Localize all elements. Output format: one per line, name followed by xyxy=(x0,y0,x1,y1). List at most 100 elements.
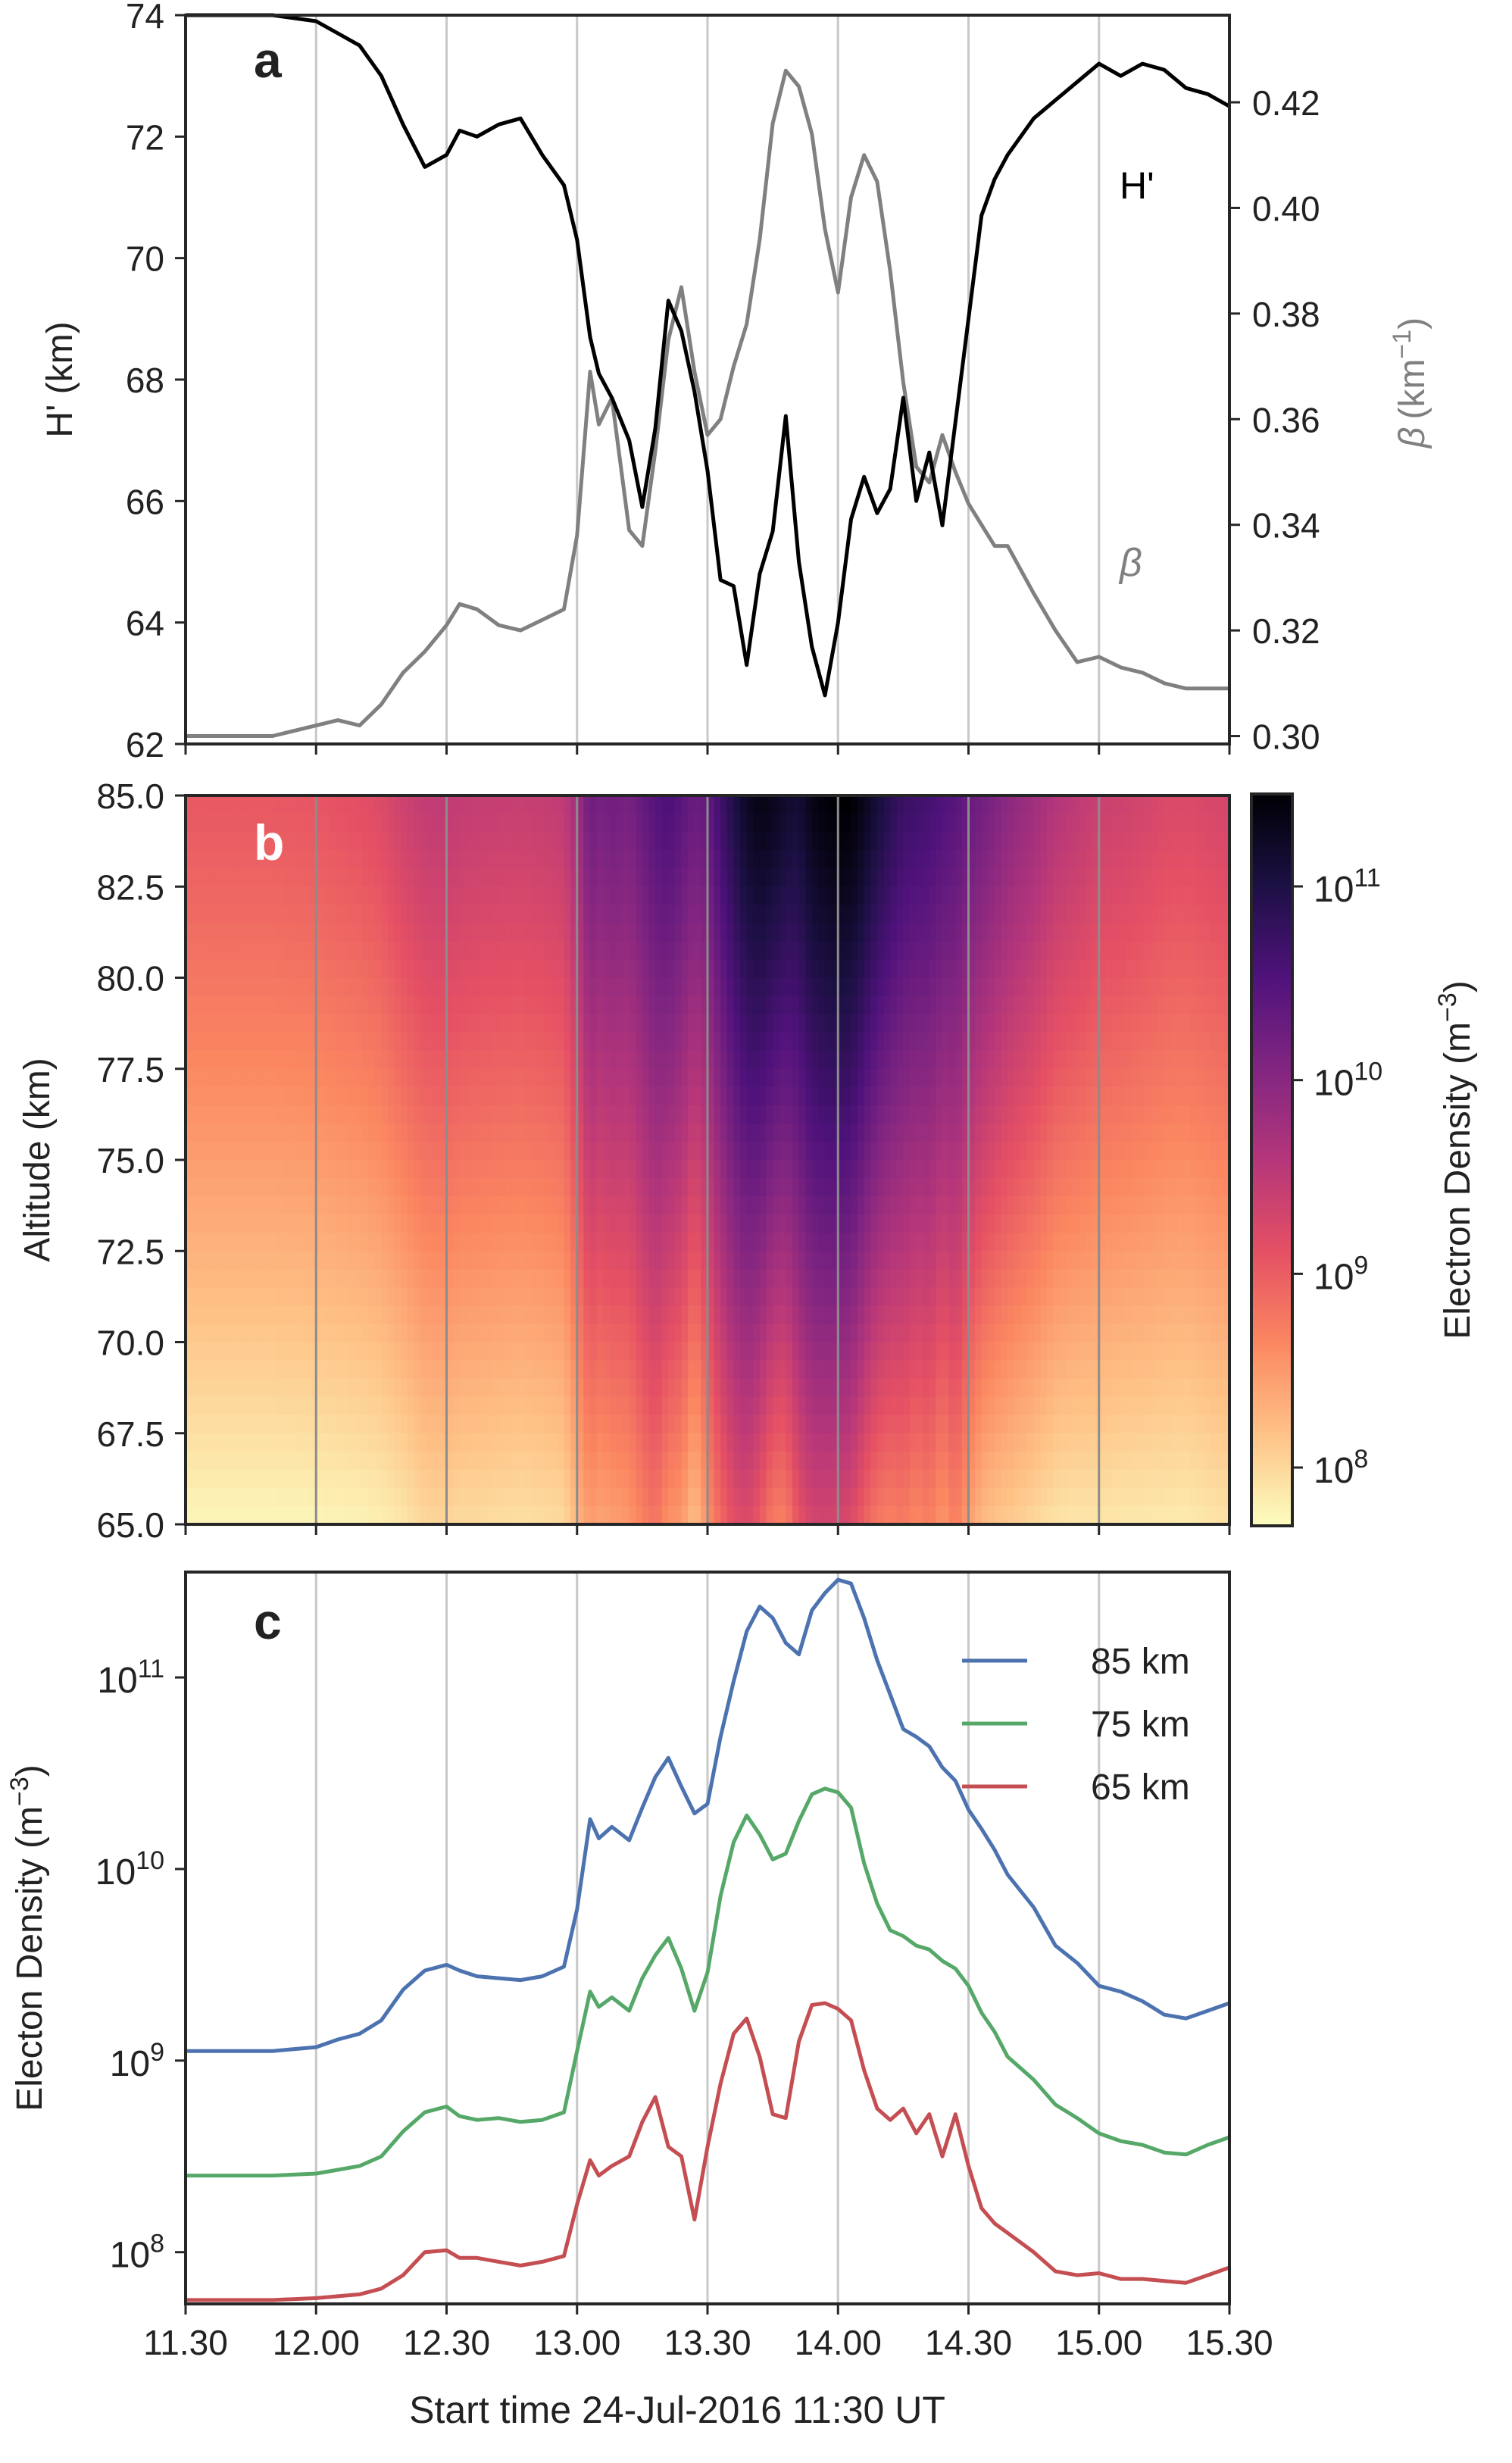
heatmap-cell xyxy=(988,1032,995,1052)
heatmap-cell xyxy=(479,1451,486,1471)
heatmap-cell xyxy=(726,977,735,997)
heatmap-cell xyxy=(570,868,578,888)
heatmap-cell xyxy=(289,1196,298,1215)
heatmap-cell xyxy=(786,1487,793,1507)
heatmap-cell xyxy=(661,1414,670,1434)
heatmap-cell xyxy=(342,1414,350,1434)
heatmap-cell xyxy=(329,1378,336,1398)
heatmap-cell xyxy=(616,1505,623,1525)
heatmap-cell xyxy=(374,850,383,869)
heatmap-cell xyxy=(714,1141,722,1161)
heatmap-cell xyxy=(694,1160,702,1179)
heatmap-cell xyxy=(733,1032,741,1052)
heatmap-cell xyxy=(309,1505,317,1525)
heatmap-cell xyxy=(805,923,813,942)
heatmap-cell xyxy=(439,1414,448,1434)
heatmap-cell xyxy=(518,1196,526,1215)
heatmap-cell xyxy=(988,832,995,851)
heatmap-cell xyxy=(648,1050,656,1070)
heatmap-cell xyxy=(394,1032,402,1052)
heatmap-cell xyxy=(231,1451,239,1471)
heatmap-cell xyxy=(211,1032,219,1052)
heatmap-cell xyxy=(368,1469,376,1489)
heatmap-cell xyxy=(955,1505,963,1525)
heatmap-cell xyxy=(492,1086,500,1106)
heatmap-cell xyxy=(720,1178,728,1197)
heatmap-cell xyxy=(936,1123,943,1142)
heatmap-cell xyxy=(851,1196,858,1215)
heatmap-cell xyxy=(746,1014,754,1033)
heatmap-cell xyxy=(936,1324,943,1343)
heatmap-cell xyxy=(909,1487,917,1507)
heatmap-cell xyxy=(407,886,415,906)
heatmap-cell xyxy=(779,1068,787,1088)
heatmap-cell xyxy=(531,923,539,942)
heatmap-cell xyxy=(746,1178,754,1197)
heatmap-cell xyxy=(394,1305,402,1325)
heatmap-cell xyxy=(792,1414,800,1434)
heatmap-cell xyxy=(831,1123,839,1142)
a-y2-tick-label-0: 0.30 xyxy=(1252,717,1320,757)
heatmap-cell xyxy=(570,1360,578,1380)
heatmap-cell xyxy=(198,1032,206,1052)
heatmap-cell xyxy=(538,1214,545,1233)
heatmap-cell xyxy=(186,1505,193,1525)
heatmap-cell xyxy=(224,1086,233,1106)
heatmap-cell xyxy=(498,1196,506,1215)
heatmap-cell xyxy=(224,1141,233,1161)
heatmap-cell xyxy=(433,1251,441,1271)
heatmap-cell xyxy=(524,1050,533,1070)
heatmap-cell xyxy=(551,996,558,1015)
heatmap-cell xyxy=(205,1233,213,1252)
heatmap-cell xyxy=(186,1123,193,1142)
heatmap-cell xyxy=(655,996,663,1015)
heatmap-cell xyxy=(648,814,656,833)
heatmap-cell xyxy=(374,1160,383,1179)
heatmap-cell xyxy=(283,795,291,814)
heatmap-cell xyxy=(609,977,617,997)
heatmap-cell xyxy=(753,1105,761,1124)
heatmap-cell xyxy=(289,1378,298,1398)
heatmap-cell xyxy=(486,1324,493,1343)
heatmap-cell xyxy=(570,996,578,1015)
heatmap-cell xyxy=(348,1269,356,1289)
heatmap-cell xyxy=(596,1178,604,1197)
heatmap-cell xyxy=(564,1433,571,1452)
heatmap-cell xyxy=(224,1214,233,1233)
heatmap-cell xyxy=(708,1269,715,1289)
heatmap-cell xyxy=(936,1160,943,1179)
heatmap-cell xyxy=(551,959,558,979)
heatmap-cell xyxy=(439,996,448,1015)
heatmap-cell xyxy=(623,1233,630,1252)
heatmap-cell xyxy=(270,1251,278,1271)
heatmap-cell xyxy=(609,996,617,1015)
heatmap-cell xyxy=(844,1050,852,1070)
heatmap-cell xyxy=(433,1469,441,1489)
heatmap-cell xyxy=(426,886,435,906)
heatmap-cell xyxy=(786,1396,793,1416)
heatmap-cell xyxy=(642,795,650,814)
heatmap-cell xyxy=(818,959,826,979)
heatmap-cell xyxy=(589,977,598,997)
heatmap-cell xyxy=(570,814,578,833)
heatmap-cell xyxy=(486,996,493,1015)
heatmap-cell xyxy=(740,941,748,961)
heatmap-cell xyxy=(401,850,408,869)
heatmap-cell xyxy=(186,886,193,906)
heatmap-cell xyxy=(576,1414,585,1434)
heatmap-cell xyxy=(688,977,695,997)
heatmap-cell xyxy=(401,923,408,942)
heatmap-cell xyxy=(975,977,982,997)
heatmap-cell xyxy=(283,1342,291,1361)
heatmap-cell xyxy=(746,1251,754,1271)
heatmap-cell xyxy=(890,1068,898,1088)
heatmap-cell xyxy=(779,1196,787,1215)
heatmap-cell xyxy=(486,1269,493,1289)
heatmap-cell xyxy=(909,886,917,906)
heatmap-cell xyxy=(916,1342,924,1361)
heatmap-cell xyxy=(726,1396,735,1416)
heatmap-cell xyxy=(720,1378,728,1398)
heatmap-cell xyxy=(394,1342,402,1361)
heatmap-cell xyxy=(981,1105,989,1124)
heatmap-cell xyxy=(988,977,995,997)
